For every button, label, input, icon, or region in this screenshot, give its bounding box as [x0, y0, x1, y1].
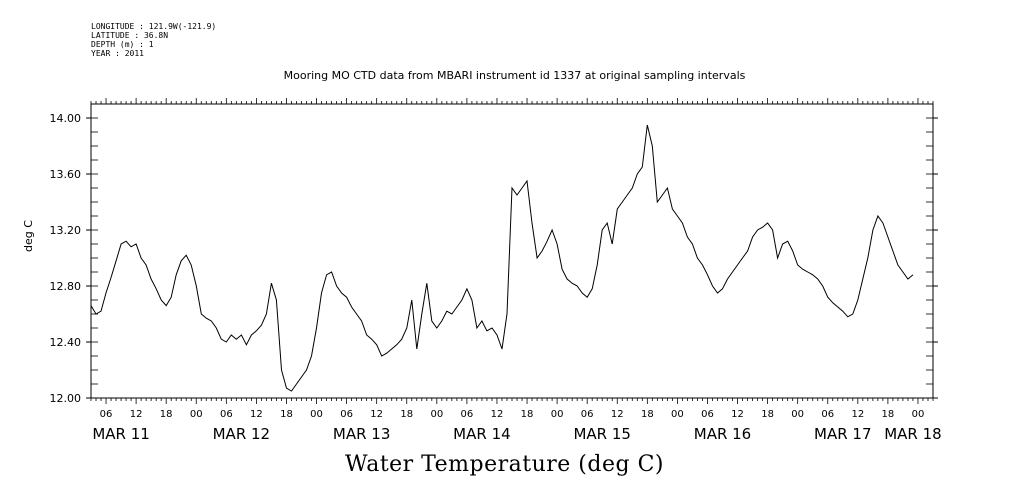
y-tick-label: 13.60: [50, 168, 82, 181]
x-date-label: MAR 13: [333, 425, 390, 443]
x-axis-title: Water Temperature (deg C): [345, 452, 664, 477]
x-tick-label: 18: [882, 409, 895, 420]
depth-label: DEPTH (m) : 1: [91, 40, 154, 49]
y-tick-label: 12.80: [50, 280, 82, 293]
y-tick-label: 14.00: [50, 112, 82, 125]
x-tick-label: 12: [370, 409, 383, 420]
x-tick-label: 06: [821, 409, 834, 420]
x-tick-label: 00: [791, 409, 804, 420]
x-date-label: MAR 16: [694, 425, 751, 443]
x-tick-label: 12: [491, 409, 504, 420]
x-tick-label: 12: [851, 409, 864, 420]
latitude-label: LATITUDE : 36.8N: [91, 31, 169, 40]
x-tick-label: 06: [461, 409, 474, 420]
y-tick-label: 12.00: [50, 392, 82, 405]
plot-frame: [90, 103, 934, 399]
x-tick-label: 18: [280, 409, 293, 420]
x-tick-label: 06: [581, 409, 594, 420]
x-date-label: MAR 14: [453, 425, 510, 443]
x-tick-label: 18: [400, 409, 413, 420]
x-tick-label: 18: [160, 409, 173, 420]
x-tick-label: 06: [701, 409, 714, 420]
x-tick-label: 18: [761, 409, 774, 420]
y-tick-label: 13.20: [50, 224, 82, 237]
x-date-label: MAR 12: [213, 425, 270, 443]
chart-title: Mooring MO CTD data from MBARI instrumen…: [283, 69, 746, 82]
x-tick-label: 06: [220, 409, 233, 420]
x-tick-label: 18: [521, 409, 534, 420]
x-tick-label: 06: [340, 409, 353, 420]
x-date-label: MAR 18: [884, 425, 941, 443]
x-date-label: MAR 11: [92, 425, 149, 443]
metadata-block: LONGITUDE : 121.9W(-121.9) LATITUDE : 36…: [91, 22, 216, 58]
x-date-label: MAR 15: [573, 425, 630, 443]
x-tick-label: 12: [731, 409, 744, 420]
x-tick-label: 00: [671, 409, 684, 420]
y-tick-label: 12.40: [50, 336, 82, 349]
x-tick-label: 18: [641, 409, 654, 420]
x-tick-label: 12: [611, 409, 624, 420]
longitude-label: LONGITUDE : 121.9W(-121.9): [91, 22, 217, 31]
x-tick-label: 12: [250, 409, 263, 420]
x-tick-label: 00: [551, 409, 564, 420]
x-tick-label: 12: [130, 409, 143, 420]
x-tick-label: 06: [100, 409, 113, 420]
x-tick-label: 00: [310, 409, 323, 420]
x-date-label: MAR 17: [814, 425, 871, 443]
x-tick-label: 00: [190, 409, 203, 420]
year-label: YEAR : 2011: [91, 49, 144, 58]
x-tick-label: 00: [430, 409, 443, 420]
x-tick-label: 00: [912, 409, 925, 420]
temperature-series-line: [90, 124, 914, 392]
